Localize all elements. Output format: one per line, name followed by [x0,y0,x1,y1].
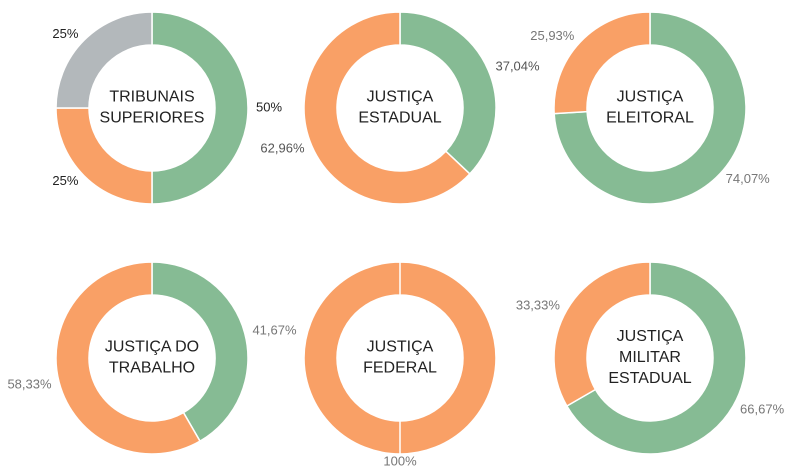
slice-label: 50% [256,99,282,114]
slice-label: 74,07% [726,171,771,186]
donut-slice [553,261,651,408]
slice-label: 37,04% [495,58,540,73]
donut-slice [303,261,497,455]
donut-slice [55,11,153,109]
slice-label: 25,93% [530,28,575,43]
donut-slice [303,11,471,205]
slice-label: 62,96% [260,141,305,156]
donut-title: MILITAR [619,349,681,366]
donut-slice [55,261,202,455]
donut-slice [553,11,747,205]
donut-slice [399,11,497,175]
slice-label: 66,67% [740,401,785,416]
slice-label: 33,33% [516,297,561,312]
donut-title: ESTADUAL [608,370,691,387]
donut-title: JUSTIÇA [367,89,434,106]
donut-title: JUSTIÇA DO [105,339,199,356]
slice-label: 100% [383,453,417,468]
donut-slice [553,11,651,115]
slice-label: 25% [52,26,78,41]
donut-slice [565,261,747,455]
donut-title: FEDERAL [363,360,437,377]
donut-title: SUPERIORES [100,110,205,127]
donut-slice [151,261,249,443]
donut-title: JUSTIÇA [617,89,684,106]
slice-label: 25% [52,173,78,188]
donut-slice [151,11,249,205]
donut-title: TRIBUNAIS [109,89,194,106]
donut-title: JUSTIÇA [367,339,434,356]
slice-label: 41,67% [252,323,297,338]
slice-label: 58,33% [7,376,52,391]
donut-title: ELEITORAL [606,110,694,127]
donut-title: ESTADUAL [358,110,441,127]
donut-title: JUSTIÇA [617,328,684,345]
donut-title: TRABALHO [109,360,195,377]
